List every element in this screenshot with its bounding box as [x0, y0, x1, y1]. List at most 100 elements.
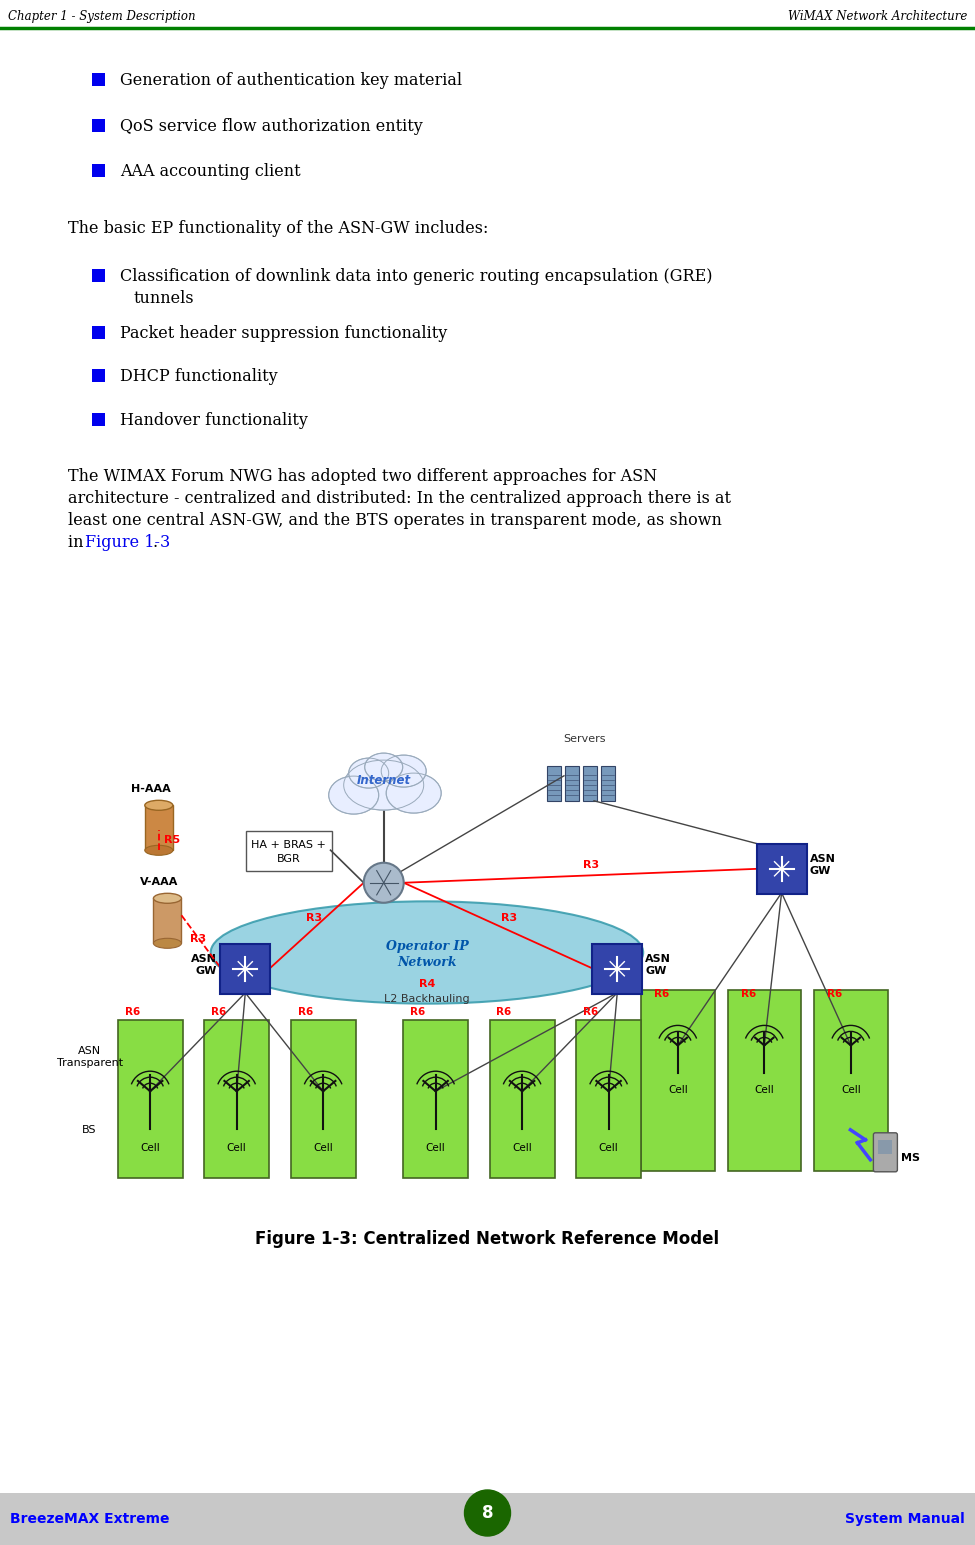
Text: R4: R4 [419, 980, 435, 989]
Bar [92, 326, 105, 338]
Text: Operator IP: Operator IP [385, 939, 468, 953]
Bar [92, 269, 105, 283]
Text: R6: R6 [654, 989, 670, 998]
Text: Cell: Cell [840, 1086, 861, 1095]
Text: Cell: Cell [599, 1143, 618, 1153]
Bar [153, 898, 181, 944]
Text: R6: R6 [125, 1007, 139, 1017]
FancyBboxPatch shape [874, 1132, 897, 1171]
Bar [145, 805, 173, 850]
Text: QoS service flow authorization entity: QoS service flow authorization entity [120, 117, 423, 134]
Text: The basic EP functionality of the ASN-GW includes:: The basic EP functionality of the ASN-GW… [68, 219, 488, 236]
Text: R6: R6 [583, 1007, 599, 1017]
Text: MS: MS [902, 1153, 920, 1163]
Text: Handover functionality: Handover functionality [120, 413, 308, 430]
Bar [291, 1020, 356, 1177]
Ellipse shape [329, 776, 378, 814]
Ellipse shape [211, 901, 644, 1004]
FancyBboxPatch shape [220, 944, 270, 993]
Bar [204, 1020, 269, 1177]
Text: The WIMAX Forum NWG has adopted two different approaches for ASN: The WIMAX Forum NWG has adopted two diff… [68, 468, 657, 485]
Text: ASN
Transparent: ASN Transparent [57, 1046, 123, 1068]
Ellipse shape [386, 772, 442, 813]
Text: R3: R3 [306, 913, 323, 922]
Text: .: . [153, 535, 158, 552]
Bar [118, 1020, 182, 1177]
Text: DHCP functionality: DHCP functionality [120, 368, 278, 385]
Ellipse shape [145, 800, 173, 810]
Ellipse shape [344, 760, 424, 810]
Text: 8: 8 [482, 1503, 493, 1522]
Bar [727, 990, 801, 1171]
Text: Network: Network [397, 956, 456, 969]
Text: R5: R5 [164, 836, 180, 845]
Text: Cell: Cell [512, 1143, 532, 1153]
Bar [878, 1140, 892, 1154]
Ellipse shape [153, 893, 181, 904]
Text: architecture - centralized and distributed: In the centralized approach there is: architecture - centralized and distribut… [68, 490, 731, 507]
Text: L2 Backhauling: L2 Backhauling [384, 993, 470, 1004]
Ellipse shape [464, 1489, 511, 1536]
Circle shape [364, 862, 404, 902]
Bar [92, 369, 105, 382]
Bar [0, 1492, 975, 1545]
Text: Cell: Cell [426, 1143, 446, 1153]
Text: R6: R6 [211, 1007, 226, 1017]
Text: Cell: Cell [227, 1143, 247, 1153]
Text: H-AAA: H-AAA [131, 785, 171, 794]
Ellipse shape [153, 938, 181, 949]
Text: R3: R3 [190, 935, 206, 944]
FancyBboxPatch shape [246, 831, 332, 871]
Text: Servers: Servers [563, 734, 605, 743]
Bar [583, 766, 597, 800]
Text: Generation of authentication key material: Generation of authentication key materia… [120, 73, 462, 90]
Bar [814, 990, 887, 1171]
Bar [601, 766, 615, 800]
Text: R6: R6 [297, 1007, 313, 1017]
Text: ASN
GW: ASN GW [191, 953, 217, 976]
Text: ASN
GW: ASN GW [809, 853, 836, 876]
Text: R3: R3 [501, 913, 517, 922]
Bar [92, 73, 105, 87]
Text: WiMAX Network Architecture: WiMAX Network Architecture [788, 9, 967, 23]
Text: BS: BS [82, 1125, 97, 1134]
Text: R3: R3 [583, 859, 600, 870]
FancyBboxPatch shape [757, 844, 806, 895]
Text: R6: R6 [741, 989, 756, 998]
Text: Internet: Internet [357, 774, 410, 786]
Bar [92, 164, 105, 178]
Text: Classification of downlink data into generic routing encapsulation (GRE): Classification of downlink data into gen… [120, 267, 713, 284]
Bar [489, 1020, 555, 1177]
Ellipse shape [381, 756, 426, 786]
Text: ASN
GW: ASN GW [645, 953, 671, 976]
Text: Packet header suppression functionality: Packet header suppression functionality [120, 324, 448, 341]
Bar [547, 766, 561, 800]
Ellipse shape [365, 752, 403, 782]
Bar [565, 766, 579, 800]
Ellipse shape [349, 759, 389, 788]
Text: Cell: Cell [140, 1143, 160, 1153]
Text: Cell: Cell [755, 1086, 774, 1095]
Text: Cell: Cell [313, 1143, 333, 1153]
Text: Cell: Cell [668, 1086, 687, 1095]
Bar [92, 119, 105, 131]
Bar [641, 990, 715, 1171]
Text: HA + BRAS +: HA + BRAS + [252, 840, 326, 850]
Text: R6: R6 [827, 989, 842, 998]
Text: Figure 1-3: Figure 1-3 [85, 535, 171, 552]
Text: Chapter 1 - System Description: Chapter 1 - System Description [8, 9, 196, 23]
Text: Figure 1-3: Centralized Network Reference Model: Figure 1-3: Centralized Network Referenc… [254, 1230, 720, 1248]
Text: V-AAA: V-AAA [139, 878, 177, 887]
Text: in: in [68, 535, 89, 552]
Text: BreezeMAX Extreme: BreezeMAX Extreme [10, 1513, 170, 1526]
Text: R6: R6 [496, 1007, 512, 1017]
Ellipse shape [145, 845, 173, 856]
Bar [92, 413, 105, 426]
Bar [404, 1020, 468, 1177]
FancyBboxPatch shape [592, 944, 643, 993]
Text: tunnels: tunnels [134, 290, 195, 307]
Text: R6: R6 [410, 1007, 425, 1017]
Text: System Manual: System Manual [845, 1513, 965, 1526]
Bar [576, 1020, 641, 1177]
Text: AAA accounting client: AAA accounting client [120, 164, 300, 181]
